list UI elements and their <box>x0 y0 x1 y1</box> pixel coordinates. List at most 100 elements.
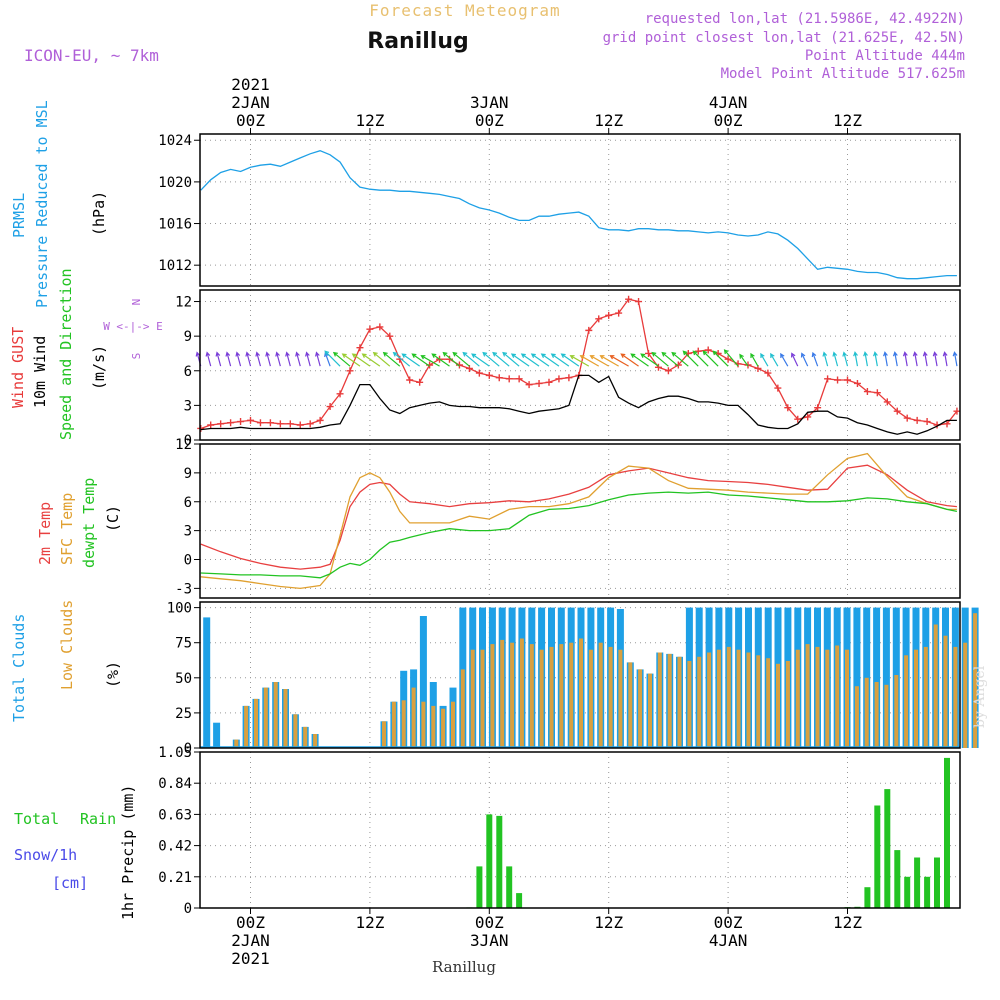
precip-ytick-label: 0.84 <box>158 776 192 792</box>
clouds-frame <box>199 601 961 749</box>
low-cloud-bar <box>598 642 603 748</box>
wind-direction-arrow <box>332 351 351 367</box>
low-cloud-bar <box>569 642 574 748</box>
gust-marker <box>505 375 513 383</box>
low-cloud-bar <box>785 661 790 748</box>
low-cloud-bar <box>667 653 672 748</box>
wind-direction-arrow <box>873 351 878 367</box>
compass-west-east: W <-|-> E <box>103 320 163 333</box>
rain-bar <box>944 757 950 908</box>
gust-marker <box>326 403 334 411</box>
low-cloud-bar <box>638 669 643 748</box>
low-cloud-bar <box>776 663 780 748</box>
low-cloud-bar <box>756 655 761 748</box>
temp-dewpt-line <box>200 491 958 579</box>
gust-marker <box>834 376 842 384</box>
gust-marker <box>625 295 633 303</box>
precip-ytick-label: 0.63 <box>158 807 192 823</box>
gust-marker <box>903 414 911 422</box>
low-cloud-bar <box>263 687 268 748</box>
wind-frame <box>199 289 961 441</box>
total-cloud-bar <box>882 607 890 748</box>
wind-direction-arrow <box>245 351 252 367</box>
gust-marker <box>336 390 344 398</box>
gust-marker <box>893 407 901 415</box>
top-time-label: 2021 <box>231 75 270 94</box>
gust-marker <box>455 361 463 369</box>
gust-marker <box>237 418 245 426</box>
low-cloud-bar <box>470 649 475 748</box>
pressure-frame <box>199 133 961 287</box>
wind-direction-arrow <box>671 351 689 367</box>
wind-direction-arrow <box>351 353 371 367</box>
wind-direction-arrow <box>640 353 659 367</box>
low-cloud-bar <box>234 739 239 748</box>
gust-marker <box>814 404 822 412</box>
temperature-ytick-label: 3 <box>184 524 192 540</box>
low-cloud-bar <box>835 645 840 748</box>
low-cloud-bar <box>618 649 623 748</box>
pressure-label-prmsl: PRMSL <box>10 193 28 238</box>
wind-direction-arrow <box>853 351 859 367</box>
bottom-time-label: 00Z <box>714 913 743 932</box>
wind-direction-arrow <box>540 353 560 367</box>
wind-direction-arrow <box>431 353 450 367</box>
wind-10m-label: 10m Wind <box>31 336 49 408</box>
low-cloud-bar <box>716 649 721 748</box>
low-cloud-bar <box>845 649 849 748</box>
model-label: ICON-EU, ~ 7km <box>24 46 159 65</box>
bottom-time-label: 12Z <box>355 913 384 932</box>
gust-marker <box>515 375 523 383</box>
wind-direction-arrow <box>392 351 411 367</box>
pressure-ytick-label: 1012 <box>158 258 192 274</box>
chart-panels: 1012101610201024036912-30369120255075100… <box>158 133 979 917</box>
wind-gust-label: Wind GUST <box>9 327 27 408</box>
wind-direction-arrow <box>842 351 849 367</box>
wind-direction-arrow <box>942 351 948 367</box>
low-cloud-bar <box>431 705 436 748</box>
rain-bar <box>486 814 493 908</box>
low-cloud-bar <box>480 649 485 748</box>
pressure-ytick-label: 1020 <box>158 175 192 191</box>
gust-marker <box>525 381 533 389</box>
gust-marker <box>585 326 593 334</box>
wind-direction-arrow <box>780 352 789 367</box>
low-cloud-bar <box>579 638 583 748</box>
wind-direction-arrow <box>952 351 958 367</box>
wind-direction-arrow <box>550 353 570 367</box>
wind-direction-arrow <box>569 355 590 367</box>
low-cloud-bar <box>648 673 652 748</box>
low-cloud-bar <box>451 701 455 748</box>
wind-direction-arrow <box>902 351 908 367</box>
clouds-ytick-label: 75 <box>175 636 192 652</box>
temperature-ytick-label: 6 <box>184 495 192 511</box>
gust-marker <box>356 344 364 352</box>
top-time-label: 3JAN <box>470 93 509 112</box>
wind-direction-arrow <box>255 351 262 367</box>
wind-direction-arrow <box>712 350 729 367</box>
low-cloud-bar <box>697 656 702 749</box>
temp-sfc-line <box>200 452 957 590</box>
low-cloud-bar <box>283 689 288 748</box>
gust-marker <box>535 379 543 387</box>
gust-marker <box>744 361 752 369</box>
rain-bar <box>934 857 940 908</box>
wind-direction-arrow <box>863 351 868 367</box>
gust-marker <box>654 363 662 371</box>
wind-direction-arrow <box>530 353 550 367</box>
low-cloud-bar <box>963 642 968 748</box>
low-cloud-bar <box>914 649 918 748</box>
temperature-ytick-label: 9 <box>184 466 192 482</box>
low-cloud-bar <box>293 714 298 748</box>
gust-marker <box>784 404 792 412</box>
gust-marker <box>207 421 215 429</box>
temperature-ytick-label: -3 <box>175 581 192 597</box>
wind-direction-arrow <box>770 352 779 367</box>
temp-unit: (C) <box>104 505 122 532</box>
total-cloud-bar <box>419 616 427 748</box>
low-cloud-bar <box>411 687 416 748</box>
gust-marker <box>694 347 702 355</box>
gust-marker <box>674 361 682 369</box>
temperature-ytick-label: 12 <box>175 437 192 453</box>
gust-marker <box>266 419 274 427</box>
